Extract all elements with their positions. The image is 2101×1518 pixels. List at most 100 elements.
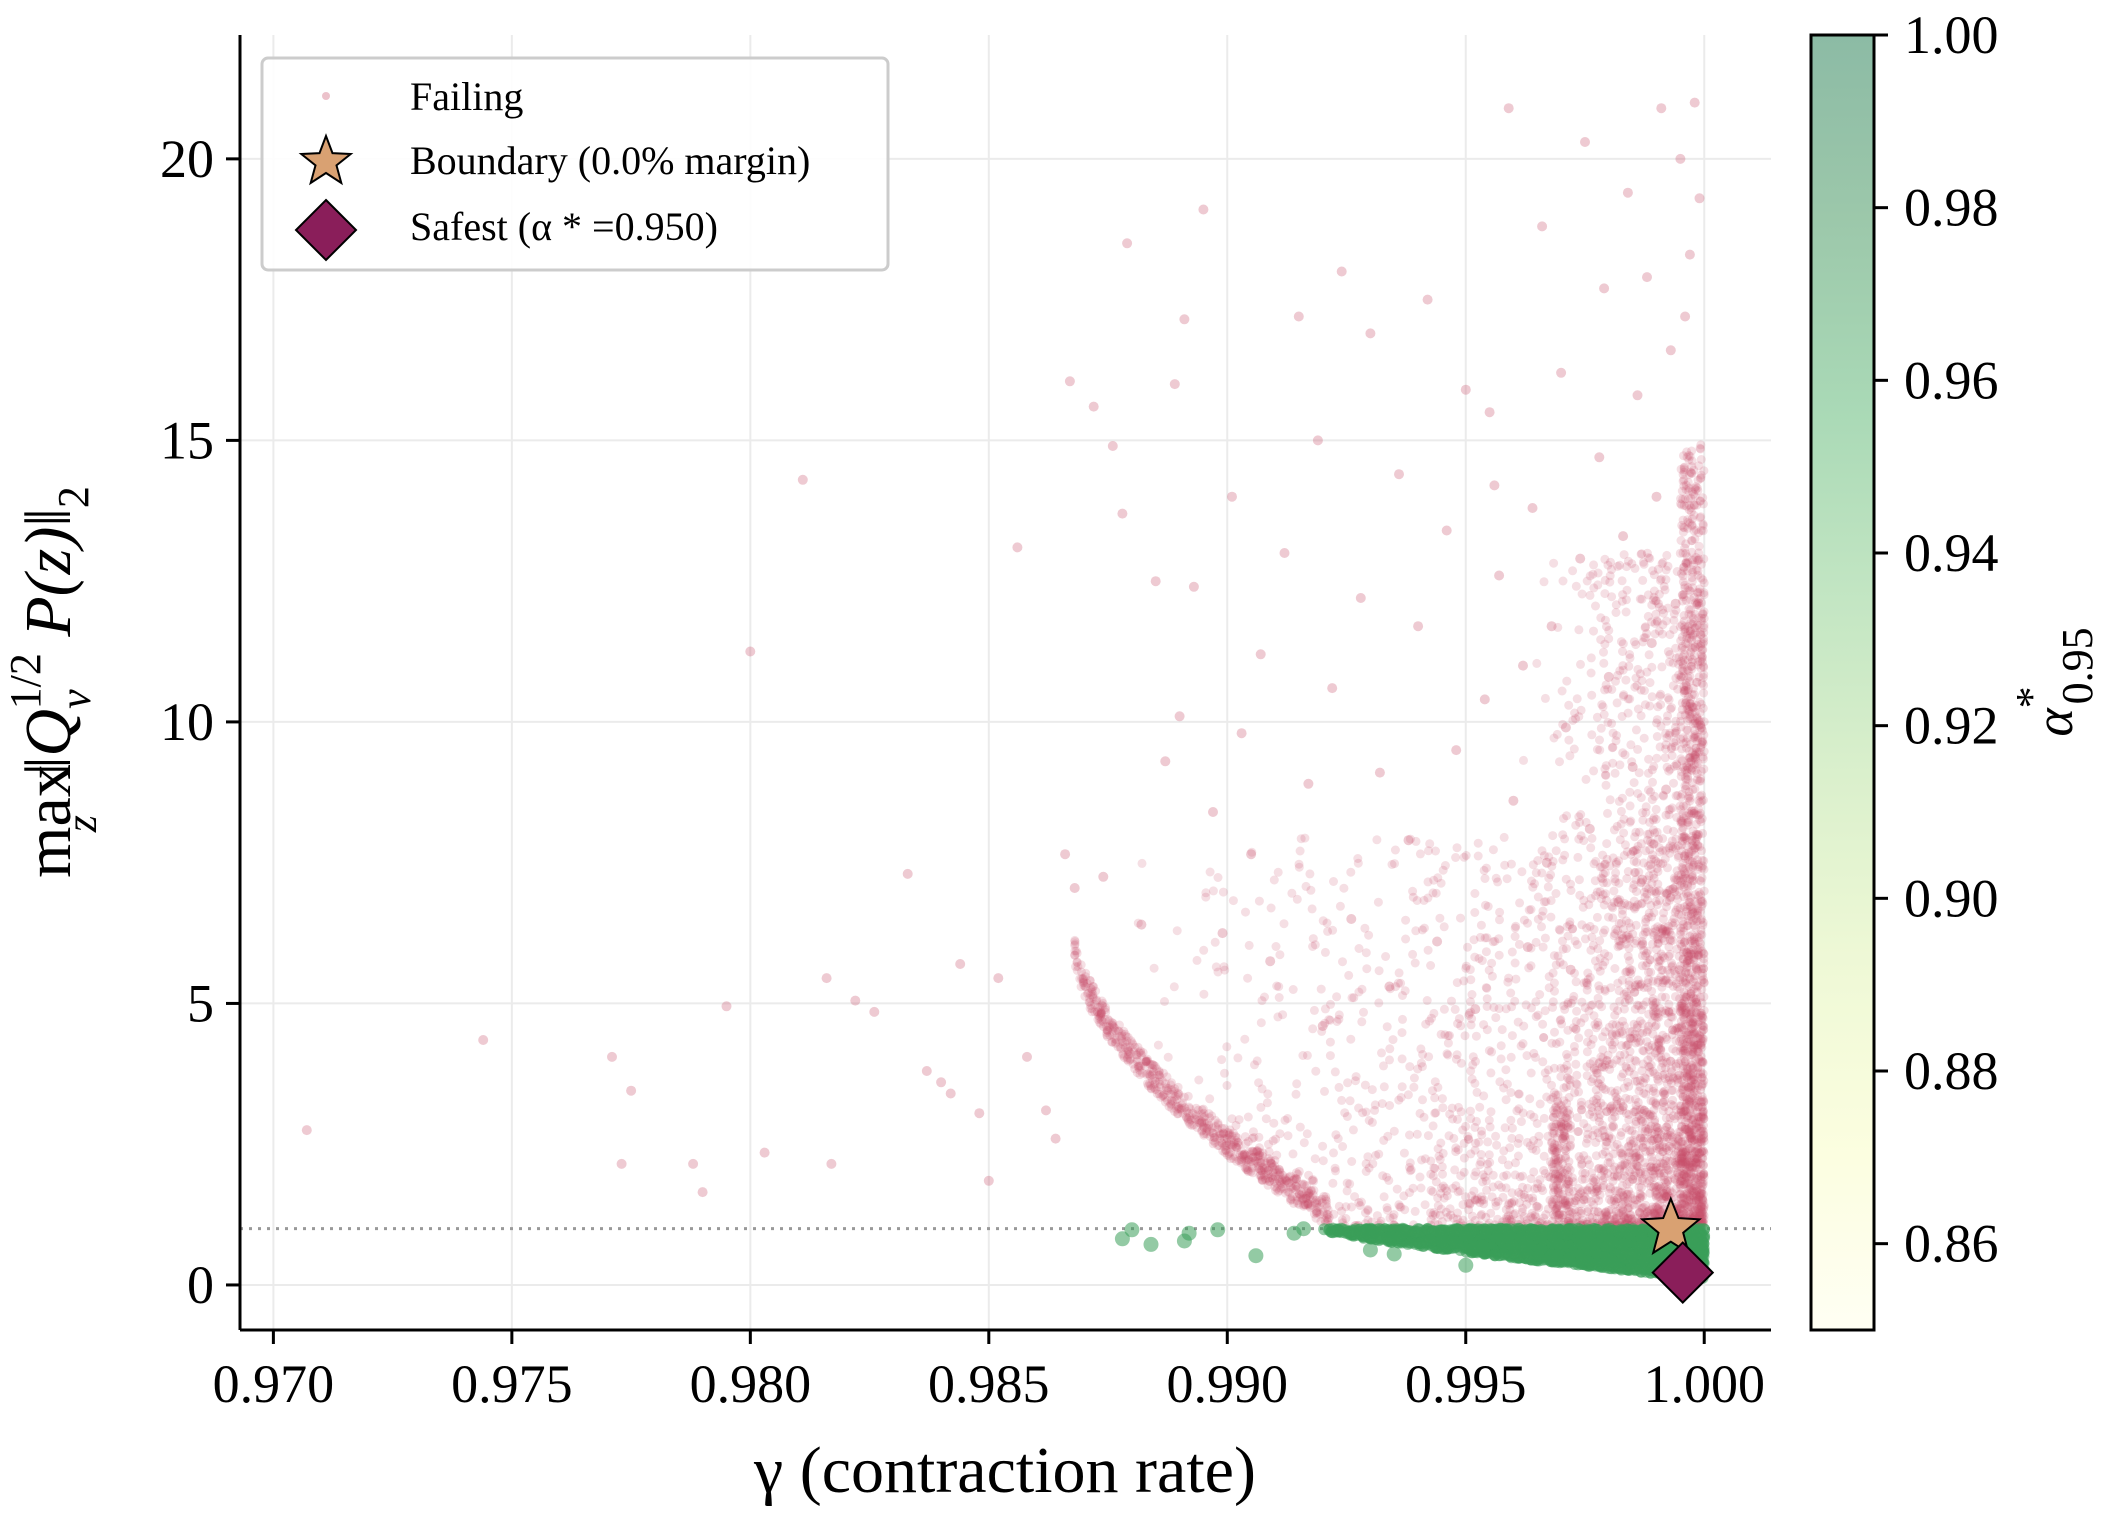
failing-point <box>1618 1160 1628 1170</box>
failing-point <box>1293 1198 1303 1208</box>
failing-point <box>1408 886 1418 896</box>
failing-point <box>1229 1139 1239 1149</box>
failing-point <box>1265 1177 1275 1186</box>
failing-point <box>1680 996 1690 1006</box>
failing-point <box>1629 1033 1639 1043</box>
failing-point <box>1253 1158 1263 1168</box>
failing-point <box>1694 1194 1704 1204</box>
failing-point <box>1501 1004 1511 1014</box>
failing-point <box>1647 1040 1657 1050</box>
failing-point <box>1629 1107 1639 1117</box>
failing-point <box>1496 1183 1506 1192</box>
failing-point <box>1146 1083 1156 1093</box>
failing-point <box>1292 1182 1302 1192</box>
failing-point <box>1263 1089 1273 1099</box>
failing-point <box>1615 1164 1625 1174</box>
failing-point <box>1274 1165 1284 1175</box>
failing-point <box>1305 869 1315 879</box>
failing-point <box>1255 1164 1265 1174</box>
failing-point <box>1447 996 1456 1006</box>
failing-point <box>1697 1185 1707 1195</box>
failing-point <box>1650 1187 1660 1197</box>
failing-point <box>1650 886 1660 896</box>
failing-point <box>1383 1131 1393 1141</box>
failing-point <box>1115 1042 1125 1052</box>
failing-point <box>1649 592 1659 602</box>
failing-point <box>1157 1076 1167 1086</box>
failing-point <box>1636 793 1646 803</box>
failing-point <box>1497 1025 1507 1035</box>
failing-point <box>1120 1029 1130 1039</box>
failing-point <box>1576 659 1585 669</box>
failing-point <box>1563 1025 1573 1035</box>
failing-point <box>1217 1123 1227 1133</box>
failing-point <box>1072 948 1082 958</box>
failing-point <box>1136 1048 1146 1058</box>
failing-point <box>1563 1114 1572 1124</box>
failing-point <box>1247 1133 1257 1143</box>
failing-point <box>1284 1178 1294 1188</box>
failing-point <box>1201 892 1211 902</box>
failing-point <box>1405 834 1415 844</box>
failing-point <box>1528 882 1538 892</box>
failing-point <box>1614 878 1624 888</box>
failing-point <box>1593 1102 1603 1112</box>
failing-point <box>1177 1100 1187 1110</box>
failing-point <box>1623 1204 1633 1214</box>
failing-point <box>1237 1157 1247 1167</box>
failing-point <box>1551 1158 1561 1168</box>
failing-point <box>1382 1172 1392 1182</box>
failing-point <box>1551 889 1561 898</box>
failing-point <box>1441 1207 1451 1217</box>
failing-point <box>1114 1026 1124 1036</box>
failing-point <box>1269 1177 1279 1187</box>
failing-point <box>1595 985 1605 994</box>
failing-point <box>1506 1052 1516 1062</box>
failing-point <box>1219 1142 1229 1152</box>
failing-point <box>1690 843 1700 853</box>
failing-point <box>1463 1132 1473 1141</box>
failing-point <box>1640 623 1650 633</box>
failing-point <box>1482 1185 1492 1195</box>
failing-point <box>1582 980 1592 990</box>
failing-point <box>1276 1178 1286 1187</box>
failing-point <box>1641 1146 1651 1156</box>
failing-point <box>1591 1184 1601 1194</box>
failing-point <box>1088 993 1098 1003</box>
failing-point <box>1167 1095 1176 1105</box>
failing-point <box>1148 1060 1158 1070</box>
failing-point <box>1304 1170 1314 1180</box>
failing-point <box>1526 943 1536 953</box>
failing-point <box>1685 1160 1695 1170</box>
failing-point <box>1419 1112 1429 1122</box>
failing-point <box>1513 1151 1523 1161</box>
failing-point <box>1552 1201 1562 1211</box>
failing-point <box>1678 1048 1688 1058</box>
failing-point <box>1264 1176 1274 1186</box>
failing-point <box>1311 1066 1321 1076</box>
failing-point <box>1166 1089 1176 1099</box>
failing-point <box>1356 1197 1366 1207</box>
failing-point <box>1269 1118 1279 1128</box>
failing-point <box>1695 587 1705 597</box>
failing-point <box>1225 1125 1235 1135</box>
failing-point <box>1694 621 1704 631</box>
failing-point <box>1612 1086 1622 1095</box>
failing-point <box>1645 955 1655 965</box>
failing-point <box>1158 1068 1168 1078</box>
failing-point <box>1633 1176 1643 1186</box>
failing-point <box>1092 1007 1102 1017</box>
failing-point <box>1195 1118 1205 1128</box>
failing-point <box>1373 897 1383 907</box>
failing-point <box>1436 1138 1446 1148</box>
failing-point <box>1572 1006 1582 1016</box>
failing-point <box>1585 590 1595 600</box>
failing-point <box>1638 939 1648 949</box>
failing-point <box>1695 513 1705 523</box>
failing-point <box>1699 1114 1709 1124</box>
failing-point <box>1588 1057 1598 1066</box>
failing-point <box>1684 634 1694 643</box>
failing-point <box>1638 808 1648 818</box>
failing-point <box>1678 1085 1688 1095</box>
failing-point <box>1320 947 1330 957</box>
